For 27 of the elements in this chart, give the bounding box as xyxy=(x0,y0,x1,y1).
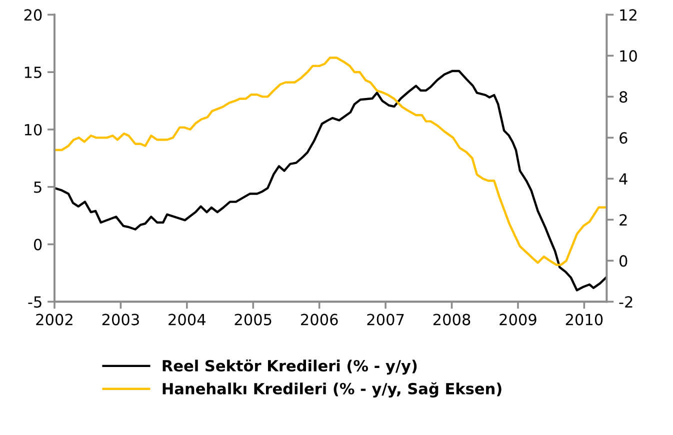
y-tick-label: 5 xyxy=(34,182,42,193)
y2-tick-label: 0 xyxy=(620,255,628,267)
x-tick-label: 2004 xyxy=(168,314,206,326)
x-tick-label: 2003 xyxy=(102,314,139,326)
x-tick-label: 2009 xyxy=(500,314,536,326)
y-tick-label: 20 xyxy=(24,9,42,21)
y-tick-label: -5 xyxy=(28,296,42,308)
y-tick-label: 0 xyxy=(34,238,42,250)
x-tick-label: 2002 xyxy=(36,314,72,326)
y-tick-label: 10 xyxy=(24,124,42,136)
y2-tick-label: 4 xyxy=(619,173,628,185)
line-series xyxy=(54,70,607,292)
line-series xyxy=(54,56,606,266)
y2-tick-label: 10 xyxy=(620,50,637,62)
x-tick-label: 2005 xyxy=(234,314,272,326)
legend-label: Reel Sektör Kredileri (% - y/y) xyxy=(162,359,417,375)
x-tick-label: 2008 xyxy=(433,314,470,326)
y2-tick-label: 8 xyxy=(620,91,628,103)
y2-tick-label: -2 xyxy=(619,296,632,308)
legend-label: Hanehalkı Kredileri (% - y/y, Sağ Eksen) xyxy=(162,382,502,398)
y2-tick-label: 6 xyxy=(620,132,628,144)
y-tick-label: 15 xyxy=(24,66,42,78)
x-tick-label: 2010 xyxy=(566,314,603,326)
y2-tick-label: 2 xyxy=(620,214,627,226)
x-tick-label: 2006 xyxy=(301,314,338,326)
x-tick-label: 2007 xyxy=(367,314,404,326)
y2-tick-label: 12 xyxy=(620,9,636,21)
